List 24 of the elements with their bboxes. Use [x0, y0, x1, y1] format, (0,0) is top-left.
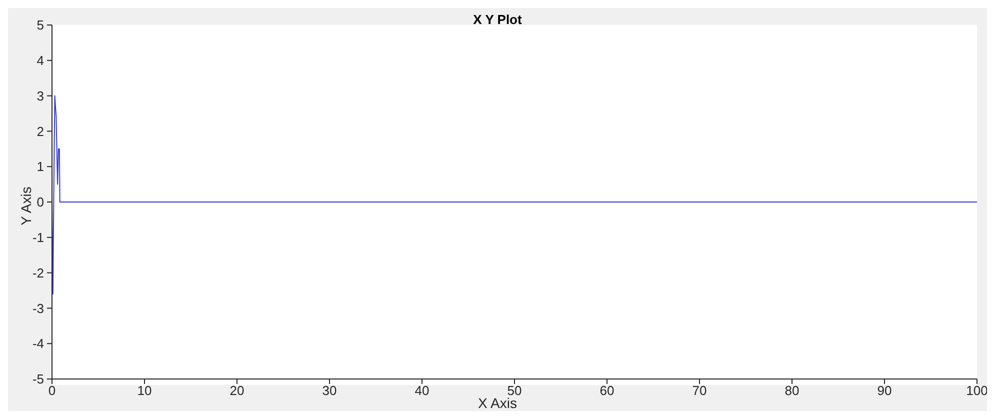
y-tick-label: -4 [32, 336, 44, 352]
x-tick-label: 30 [322, 383, 337, 398]
y-axis-title: Y Axis [18, 186, 34, 228]
x-tick-label: 20 [230, 383, 244, 398]
y-tick-label: -5 [32, 372, 44, 387]
y-tick-label: 3 [36, 88, 44, 104]
x-tick-label: 60 [600, 383, 614, 398]
y-tick-label: 2 [36, 124, 44, 139]
y-tick-label: -3 [32, 300, 44, 316]
y-tick-label: 0 [36, 194, 44, 210]
x-tick-label: 40 [414, 383, 430, 398]
chart-title: X Y Plot [473, 12, 522, 27]
y-tick-label: -2 [32, 265, 44, 280]
x-tick-label: 90 [877, 383, 892, 398]
y-tick-label: 1 [36, 159, 44, 174]
x-tick-label: 0 [48, 383, 56, 398]
x-tick-label: 70 [692, 383, 707, 398]
x-tick-label: 100 [966, 383, 988, 398]
y-tick-label: 4 [36, 53, 44, 68]
line-series [52, 95, 977, 295]
x-tick-label: 80 [784, 383, 800, 398]
y-tick-label: 5 [36, 18, 44, 33]
y-tick-label: -1 [32, 230, 44, 246]
x-tick-label: 10 [137, 383, 152, 398]
